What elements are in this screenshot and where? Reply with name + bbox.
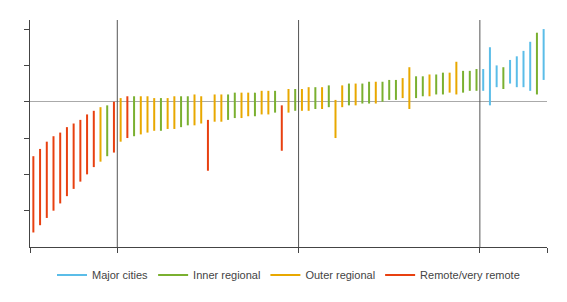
svg-text:Major cities: Major cities: [92, 269, 148, 281]
svg-text:Inner regional: Inner regional: [193, 269, 260, 281]
svg-text:Remote/very remote: Remote/very remote: [420, 269, 520, 281]
svg-text:Outer regional: Outer regional: [305, 269, 375, 281]
